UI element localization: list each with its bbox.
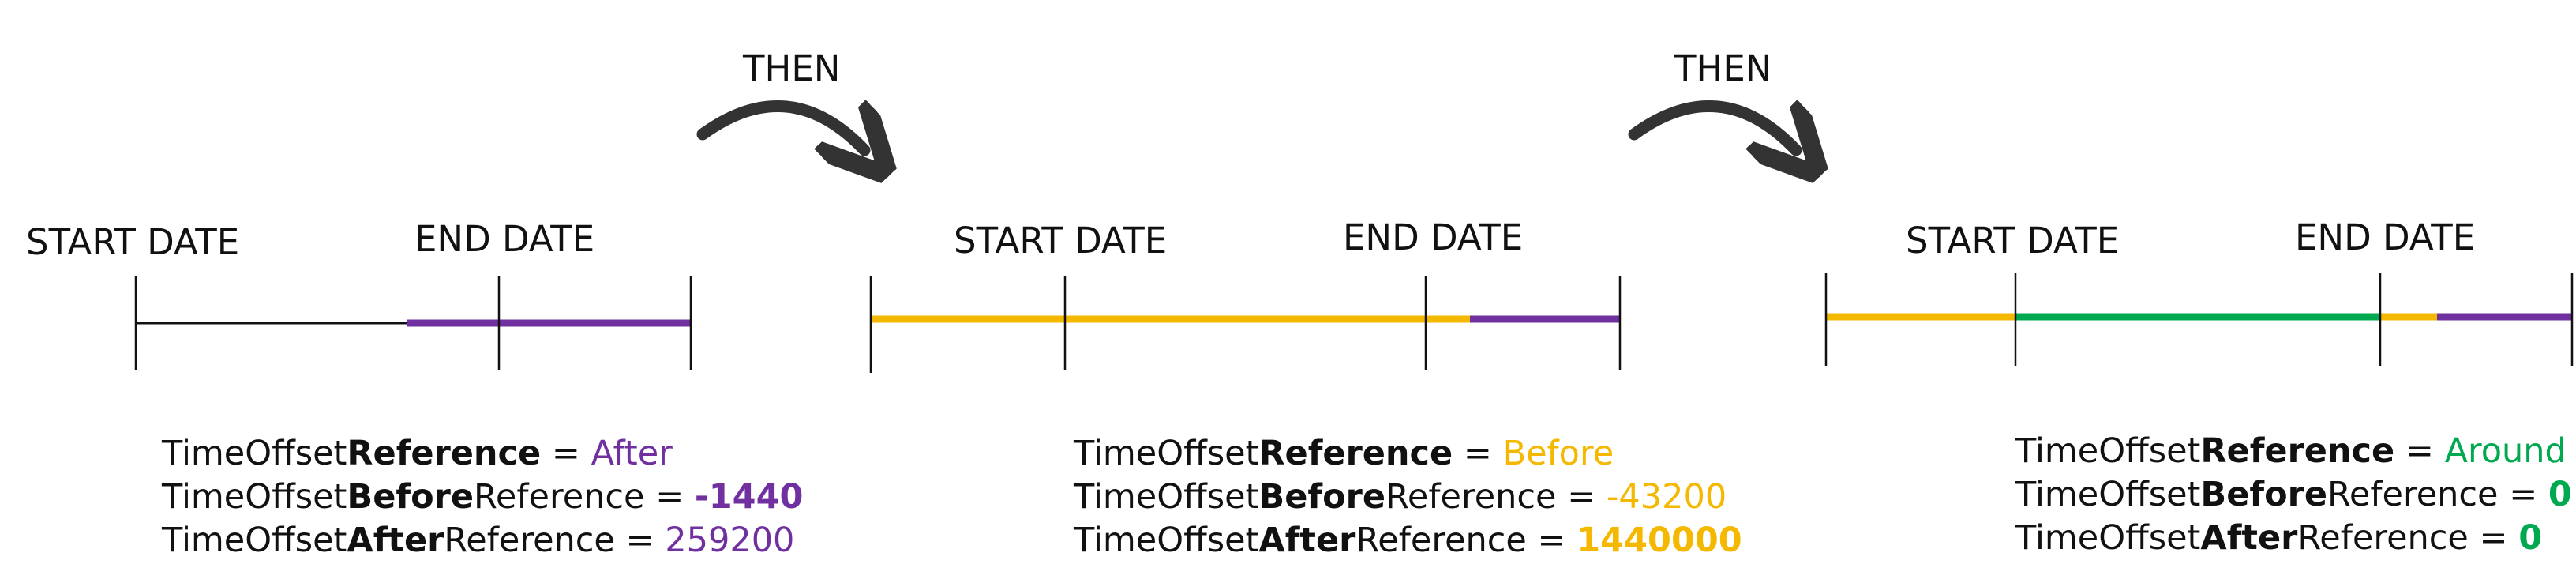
timeline-panel-2 [869,276,1622,373]
end-date-label: END DATE [414,218,595,260]
formula-value: 259200 [665,521,795,560]
before-reference-formula: TimeOffsetBeforeReference = -43200 [1074,480,1727,514]
before-reference-formula: TimeOffsetBeforeReference = -1440 [162,480,803,514]
after-reference-formula: TimeOffsetAfterReference = 0 [2015,521,2542,555]
formula-key: After [347,521,444,560]
formula-prefix: TimeOffset [1074,434,1259,473]
formula-suffix: Reference [2327,475,2499,514]
start-date-label: START DATE [26,221,240,263]
formula-equals: = [2394,431,2445,471]
formula-value: 0 [2548,475,2572,514]
formula-prefix: TimeOffset [162,521,347,560]
formula-prefix: TimeOffset [2015,431,2201,471]
formula-equals: = [1453,434,1503,473]
then-label-1: THEN [743,47,841,89]
reference-formula: TimeOffsetReference = Around [2015,434,2567,468]
formula-key: After [1258,521,1356,560]
after-reference-formula: TimeOffsetAfterReference = 1440000 [1074,524,1742,558]
formula-prefix: TimeOffset [162,477,347,517]
formula-suffix: Reference [2297,518,2469,558]
formula-suffix: Reference [444,521,615,560]
formula-value: Before [1502,434,1614,473]
timeline-panel-3 [1824,273,2574,366]
formula-prefix: TimeOffset [162,434,347,473]
then-arrow-2 [1628,106,1796,150]
formula-key: Before [1258,477,1385,517]
start-date-label: START DATE [1906,220,2120,261]
formula-key: After [2200,518,2298,558]
then-label-2: THEN [1674,47,1772,89]
formula-suffix: Reference [1355,521,1527,560]
timeline-panel-1 [134,276,692,370]
formula-equals: = [2498,475,2548,514]
formula-prefix: TimeOffset [2015,475,2201,514]
formula-equals: = [644,477,695,517]
reference-formula: TimeOffsetReference = Before [1074,437,1614,471]
formula-value: 1440000 [1577,521,1742,560]
then-arrow-1 [696,106,864,150]
formula-value: -1440 [694,477,804,517]
formula-equals: = [1526,521,1577,560]
start-date-label: START DATE [954,220,1168,261]
formula-key: Reference [2200,431,2395,471]
reference-formula: TimeOffsetReference = After [162,437,673,471]
formula-value: -43200 [1606,477,1727,517]
formula-prefix: TimeOffset [2015,518,2201,558]
formula-equals: = [614,521,666,560]
formula-key: Reference [1258,434,1453,473]
formula-prefix: TimeOffset [1074,477,1259,517]
formula-value: After [591,434,673,473]
before-reference-formula: TimeOffsetBeforeReference = 0 [2015,478,2572,512]
end-date-label: END DATE [2295,216,2476,258]
formula-key: Before [347,477,474,517]
formula-value: 0 [2518,518,2543,558]
formula-prefix: TimeOffset [1074,521,1259,560]
formula-equals: = [541,434,591,473]
formula-equals: = [2468,518,2519,558]
formula-suffix: Reference [473,477,645,517]
formula-suffix: Reference [1385,477,1557,517]
formula-value: Around [2444,431,2567,471]
formula-key: Reference [347,434,542,473]
formula-equals: = [1556,477,1607,517]
after-reference-formula: TimeOffsetAfterReference = 259200 [162,524,794,558]
end-date-label: END DATE [1343,216,1524,258]
formula-key: Before [2200,475,2327,514]
